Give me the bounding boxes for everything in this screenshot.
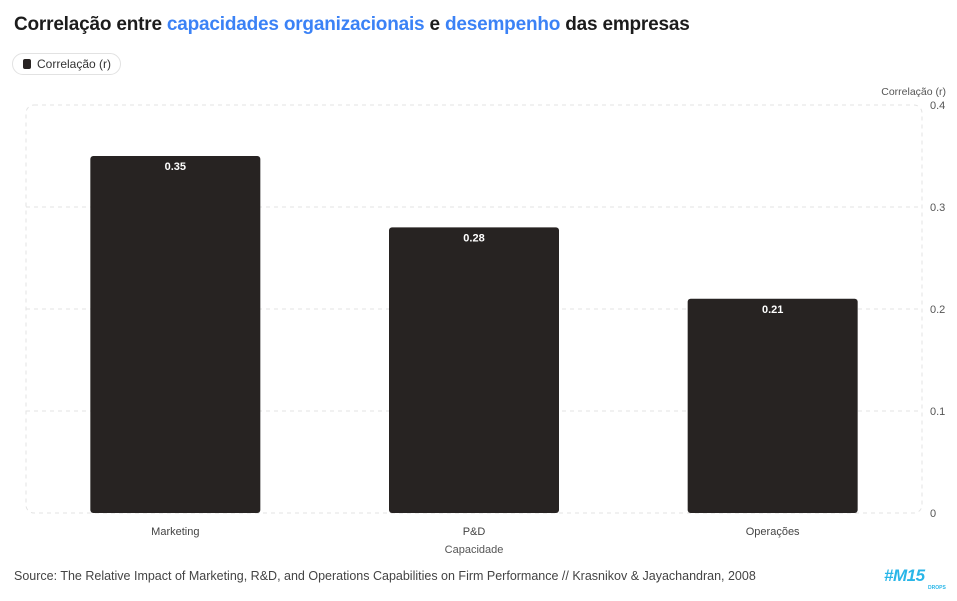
y-tick-label: 0.1: [930, 406, 945, 418]
title-part-1: Correlação entre: [14, 14, 167, 35]
title-part-3: das empresas: [560, 14, 690, 35]
brand-logo: #M15: [884, 566, 925, 585]
bar-opera-es: [687, 298, 858, 513]
bar-value-label: 0.28: [463, 232, 484, 244]
y-tick-label: 0.2: [930, 304, 945, 316]
x-axis-label: Capacidade: [445, 544, 504, 556]
bar-chart: 0 0.1 0.2 0.3 0.4 Correlação (r) 0.35 Marketing…: [25, 86, 946, 556]
bar-value-label: 0.35: [165, 161, 186, 173]
brand-logo-subtext: DROPS: [928, 585, 946, 591]
title-highlight-capacidades: capacidades organizacionais: [166, 14, 425, 35]
y-tick-label: 0.4: [930, 100, 945, 112]
bar-p-d: [389, 227, 559, 513]
title-part-2: e: [424, 14, 445, 35]
legend-swatch: [23, 59, 31, 69]
bar-value-label: 0.21: [762, 304, 783, 316]
source-note: Source: The Relative Impact of Marketing…: [14, 569, 756, 583]
legend-item-correlacao[interactable]: Correlação (r): [12, 53, 122, 75]
chart-title: Correlação entre capacidades organizacio…: [14, 14, 690, 36]
bar-marketing: [90, 156, 261, 513]
x-tick-label: Operações: [746, 526, 800, 538]
title-highlight-desempenho: desempenho: [444, 14, 561, 35]
y-axis-label: Correlação (r): [881, 86, 946, 98]
legend-label: Correlação (r): [37, 57, 112, 71]
x-tick-label: P&D: [463, 526, 486, 538]
x-tick-label: Marketing: [151, 526, 199, 538]
y-tick-label: 0.3: [930, 202, 945, 214]
y-tick-label: 0: [930, 508, 936, 520]
